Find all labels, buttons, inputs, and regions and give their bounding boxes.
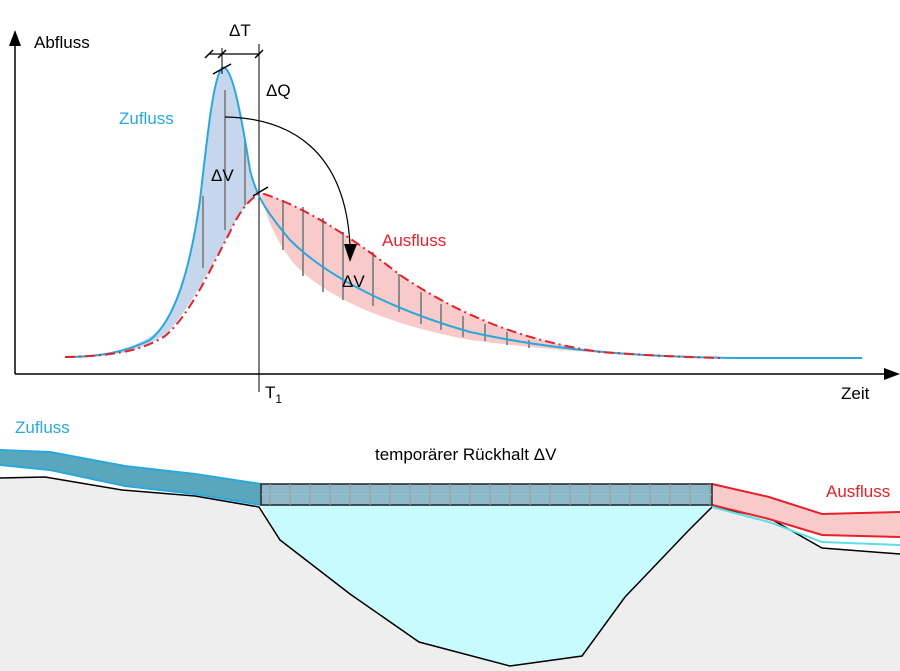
outflow-label: Ausfluss bbox=[382, 231, 446, 250]
transfer-arrow bbox=[224, 116, 351, 246]
y-axis-label: Abfluss bbox=[34, 33, 90, 52]
inflow-excess-area bbox=[80, 67, 261, 357]
ground bbox=[0, 477, 900, 671]
inflow-channel bbox=[0, 450, 261, 505]
reservoir-water bbox=[261, 505, 712, 666]
arrowhead-icon bbox=[344, 244, 357, 262]
inflow-curve bbox=[64, 66, 862, 359]
x-axis-arrow-icon bbox=[884, 368, 900, 380]
axes bbox=[9, 30, 900, 380]
x-axis-label: Zeit bbox=[841, 384, 870, 403]
delta-t-dimension bbox=[204, 48, 269, 197]
delta-v-lower-label: ΔV bbox=[342, 272, 365, 291]
y-axis-arrow-icon bbox=[9, 30, 21, 46]
section-inflow-label: Zufluss bbox=[15, 418, 70, 437]
outflow-channel bbox=[712, 484, 900, 537]
delta-t-label: ΔT bbox=[229, 21, 251, 40]
retention-label: temporärer Rückhalt ΔV bbox=[375, 445, 557, 464]
outflow-excess-area bbox=[261, 193, 720, 358]
t1-label: T1 bbox=[265, 383, 282, 406]
hydrograph: Abfluss Zeit ΔT ΔQ T1 Zufluss Ausfluss Δ… bbox=[9, 21, 900, 406]
cross-section: Zufluss Ausfluss temporärer Rückhalt ΔV bbox=[0, 418, 900, 671]
delta-v-upper-label: ΔV bbox=[211, 166, 234, 185]
outflow-curve bbox=[64, 191, 721, 359]
inflow-label: Zufluss bbox=[119, 109, 174, 128]
section-outflow-label: Ausfluss bbox=[826, 482, 890, 501]
delta-q-label: ΔQ bbox=[266, 81, 291, 100]
